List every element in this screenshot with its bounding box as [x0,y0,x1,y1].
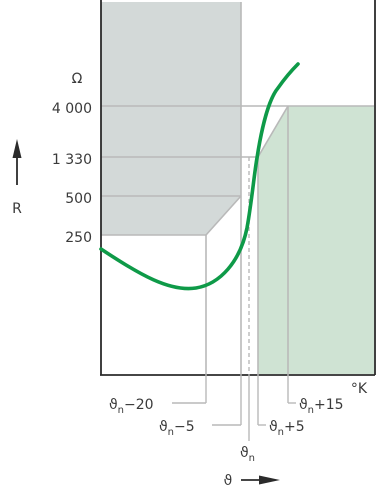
x-direction-arrow-icon [241,475,280,485]
x-tick-label-tn-plus15: ϑn+15 [299,397,344,416]
y-tick-label-250: 250 [65,230,92,246]
x-unit-label: °K [351,381,368,397]
guide-lines [101,2,374,374]
y-tick-label-4000: 4 000 [52,101,92,117]
x-tick-label-tn-plus5: ϑn+5 [269,419,305,438]
x-tick-label-tn-20: ϑn−20 [109,397,154,416]
lower-right-tolerance-region [258,106,374,374]
x-tick-label-tn: ϑn [240,445,255,464]
guide-line-diag-right [257,105,289,158]
plot-frame [100,0,376,376]
upper-left-tolerance-region [101,2,241,235]
x-tick-label-tn-5: ϑn−5 [159,419,195,438]
resistance-curve [99,62,300,291]
y-tick-label-1330: 1 330 [52,152,92,168]
y-unit-label: Ω [72,71,83,87]
y-axis-symbol: R [12,201,22,217]
y-tick-label-500: 500 [65,191,92,207]
x-axis-symbol: ϑ [224,473,233,489]
guide-line-diag-left [205,195,242,236]
tick-connectors [172,374,296,441]
y-direction-arrow-icon [12,139,22,185]
